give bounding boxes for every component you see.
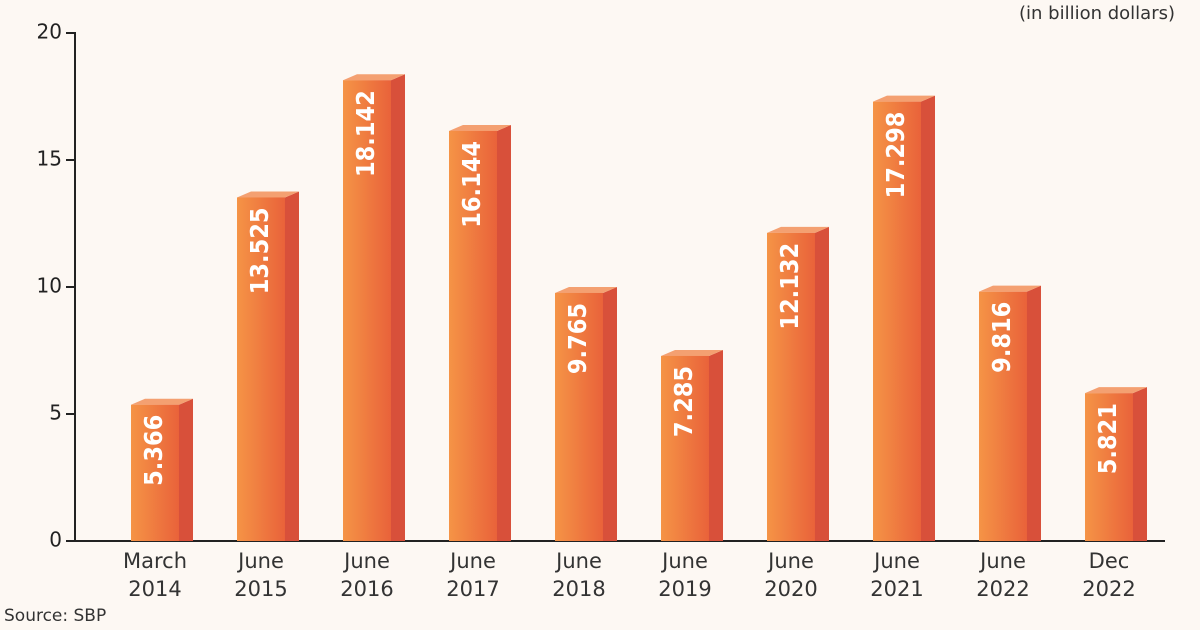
value-label: 16.144 (457, 141, 486, 228)
value-label: 9.816 (987, 302, 1016, 373)
bar (979, 291, 1027, 541)
bar-side (1027, 285, 1041, 541)
bar-top (343, 74, 405, 81)
bar-top (1085, 387, 1147, 394)
value-label: 5.366 (139, 415, 168, 486)
x-tick-label: June 2016 (340, 549, 393, 601)
x-tick-label: June 2022 (976, 549, 1029, 601)
bar (343, 80, 391, 541)
bar-side (815, 226, 829, 541)
value-label: 5.821 (1093, 403, 1122, 474)
bar-top (979, 285, 1041, 292)
bar-top (131, 398, 193, 405)
bar-top (237, 191, 299, 198)
x-tick-label: June 2020 (764, 549, 817, 601)
x-tick-label: June 2015 (234, 549, 287, 601)
bar-top (555, 286, 617, 293)
value-label: 13.525 (245, 207, 274, 294)
bar (131, 404, 179, 541)
bar (767, 232, 815, 541)
unit-note: (in billion dollars) (1019, 3, 1175, 24)
value-label: 12.132 (775, 243, 804, 330)
bar-top (661, 349, 723, 356)
y-tick-label: 20 (37, 20, 62, 44)
bar-side (1133, 387, 1147, 541)
x-tick-label: June 2021 (870, 549, 923, 601)
bar (873, 101, 921, 541)
x-tick-label: Dec 2022 (1082, 549, 1135, 601)
source: Source: SBP (4, 606, 106, 626)
x-tick-label: March 2014 (123, 549, 187, 601)
bar-side (497, 124, 511, 542)
y-tick-label: 15 (37, 147, 62, 171)
bar-top (767, 226, 829, 233)
bar (1085, 393, 1133, 541)
bar (555, 292, 603, 541)
bar (237, 197, 285, 541)
x-tick-label: June 2017 (446, 549, 499, 601)
bar (661, 355, 709, 541)
y-tick-label: 10 (37, 274, 62, 298)
bar-side (709, 349, 723, 541)
bar-side (391, 74, 405, 541)
value-label: 7.285 (669, 366, 698, 437)
value-label: 9.765 (563, 303, 592, 374)
bar-side (179, 398, 193, 541)
bar (449, 130, 497, 542)
y-tick-label: 5 (49, 401, 62, 425)
x-tick-label: June 2018 (552, 549, 605, 601)
value-label: 17.298 (881, 112, 910, 199)
y-tick-label: 0 (49, 528, 62, 552)
bar-side (603, 286, 617, 541)
bar-top (873, 95, 935, 102)
x-tick-label: June 2019 (658, 549, 711, 601)
bar-side (921, 95, 935, 541)
bar-top (449, 124, 511, 131)
value-label: 18.142 (351, 90, 380, 177)
bar-side (285, 191, 299, 541)
